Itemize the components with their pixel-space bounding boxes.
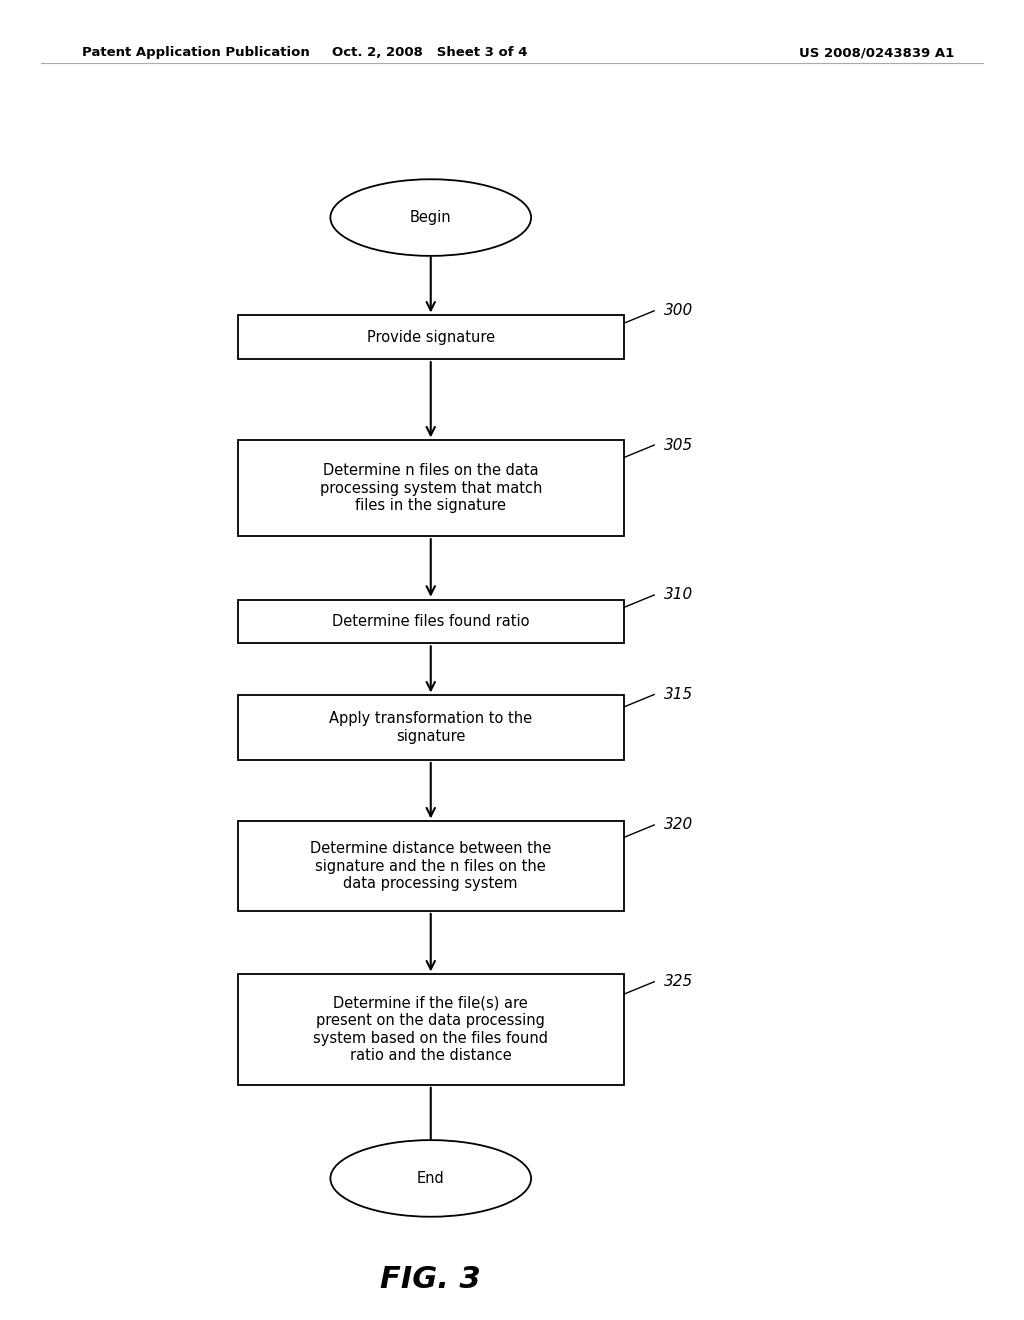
Text: Determine n files on the data
processing system that match
files in the signatur: Determine n files on the data processing… (319, 463, 542, 513)
Text: 315: 315 (665, 686, 693, 702)
Text: Determine distance between the
signature and the n files on the
data processing : Determine distance between the signature… (310, 841, 551, 891)
Text: Provide signature: Provide signature (367, 330, 495, 345)
Text: Begin: Begin (410, 210, 452, 226)
Ellipse shape (331, 1140, 531, 1217)
FancyBboxPatch shape (238, 441, 624, 536)
Text: 310: 310 (665, 587, 693, 602)
Text: Determine if the file(s) are
present on the data processing
system based on the : Determine if the file(s) are present on … (313, 997, 548, 1063)
FancyBboxPatch shape (238, 599, 624, 643)
Text: Apply transformation to the
signature: Apply transformation to the signature (329, 711, 532, 744)
FancyBboxPatch shape (238, 696, 624, 760)
Text: End: End (417, 1171, 444, 1185)
Text: Determine files found ratio: Determine files found ratio (332, 614, 529, 630)
FancyBboxPatch shape (238, 974, 624, 1085)
Text: 320: 320 (665, 817, 693, 833)
Text: 325: 325 (665, 974, 693, 989)
Text: Patent Application Publication: Patent Application Publication (82, 46, 309, 59)
Ellipse shape (331, 180, 531, 256)
Text: FIG. 3: FIG. 3 (380, 1265, 481, 1294)
Text: Oct. 2, 2008   Sheet 3 of 4: Oct. 2, 2008 Sheet 3 of 4 (333, 46, 527, 59)
Text: 305: 305 (665, 438, 693, 453)
FancyBboxPatch shape (238, 821, 624, 911)
FancyBboxPatch shape (238, 315, 624, 359)
Text: US 2008/0243839 A1: US 2008/0243839 A1 (799, 46, 954, 59)
Text: 300: 300 (665, 304, 693, 318)
